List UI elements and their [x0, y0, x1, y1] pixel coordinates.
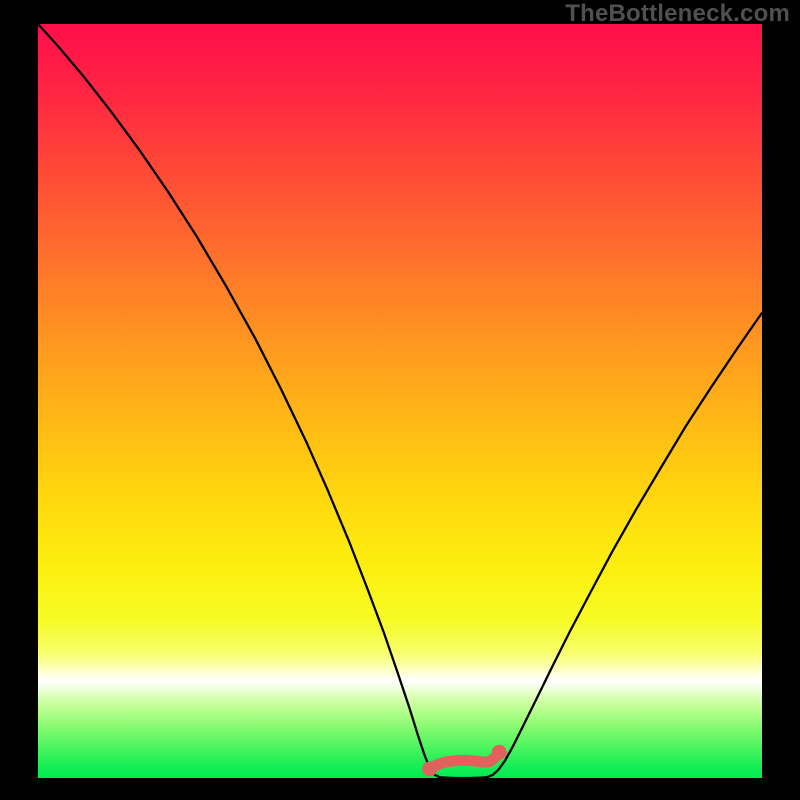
gradient-background [38, 24, 762, 778]
plot-area [38, 24, 762, 778]
chart-frame: TheBottleneck.com [0, 0, 800, 800]
watermark-text: TheBottleneck.com [565, 0, 790, 28]
trough-highlight-end-dot [492, 745, 507, 760]
trough-highlight-start-dot [422, 761, 437, 776]
plot-svg [38, 24, 762, 778]
